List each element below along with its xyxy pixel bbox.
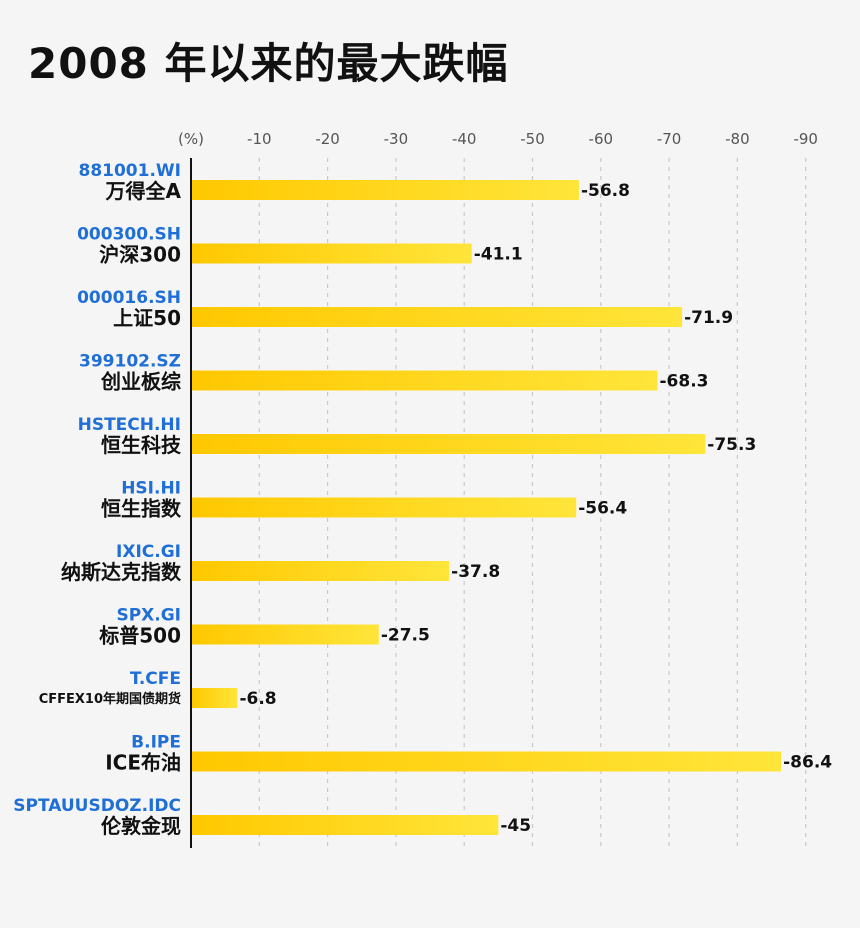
bar <box>191 751 782 772</box>
category-code-label: 000016.SH <box>77 288 181 308</box>
category-code-label: IXIC.GI <box>116 542 181 562</box>
bar-value-label: -27.5 <box>381 626 430 646</box>
category-name-label: 恒生指数 <box>101 497 182 521</box>
category-name-label: 万得全A <box>105 179 182 203</box>
category-code-label: SPTAUUSDOZ.IDC <box>13 796 181 816</box>
category-name-label: 沪深300 <box>99 243 181 267</box>
bar-value-label: -56.8 <box>581 181 630 201</box>
x-tick-label: -30 <box>384 130 409 148</box>
category-code-label: HSTECH.HI <box>78 415 181 435</box>
bar <box>191 624 379 645</box>
category-name-label: 恒生科技 <box>101 433 182 457</box>
bar-value-label: -68.3 <box>659 372 708 392</box>
bar <box>191 434 706 454</box>
category-name-label: 上证50 <box>113 306 181 330</box>
bar-value-label: -86.4 <box>783 753 832 773</box>
x-tick-label: -90 <box>793 130 818 148</box>
bar <box>191 497 577 518</box>
bar <box>191 180 579 200</box>
x-tick-label: -60 <box>589 130 614 148</box>
bar-value-label: -56.4 <box>578 499 627 519</box>
category-code-label: 881001.WI <box>78 161 181 181</box>
bar <box>191 370 658 391</box>
category-name-label: ICE布油 <box>105 751 181 775</box>
unit-label: (%) <box>178 130 204 148</box>
bar-value-label: -37.8 <box>451 562 500 582</box>
bar-value-label: -75.3 <box>707 435 756 455</box>
bar <box>191 561 450 581</box>
category-name-label: 纳斯达克指数 <box>61 560 182 584</box>
bar <box>191 688 238 708</box>
category-name-label: 创业板综 <box>100 370 181 394</box>
bar-value-label: -45 <box>500 816 531 836</box>
category-code-label: B.IPE <box>131 733 181 753</box>
bar <box>191 243 472 264</box>
category-code-label: HSI.HI <box>121 479 181 499</box>
x-tick-label: -40 <box>452 130 477 148</box>
bar-value-label: -71.9 <box>684 308 733 328</box>
bar <box>191 307 683 327</box>
category-name-label: CFFEX10年期国债期货 <box>39 691 181 707</box>
x-tick-label: -70 <box>657 130 682 148</box>
x-tick-label: -80 <box>725 130 750 148</box>
chart-title: 2008 年以来的最大跌幅 <box>28 39 509 88</box>
bar <box>191 815 499 835</box>
category-code-label: 399102.SZ <box>79 352 181 372</box>
category-name-label: 标普500 <box>99 624 181 648</box>
category-name-label: 伦敦金现 <box>101 814 181 838</box>
category-code-label: SPX.GI <box>116 606 181 626</box>
x-tick-label: -50 <box>520 130 545 148</box>
x-tick-label: -10 <box>247 130 272 148</box>
x-tick-label: -20 <box>315 130 340 148</box>
bar-value-label: -6.8 <box>239 689 276 709</box>
category-code-label: 000300.SH <box>77 225 181 245</box>
category-code-label: T.CFE <box>130 669 181 689</box>
bar-value-label: -41.1 <box>474 245 523 265</box>
